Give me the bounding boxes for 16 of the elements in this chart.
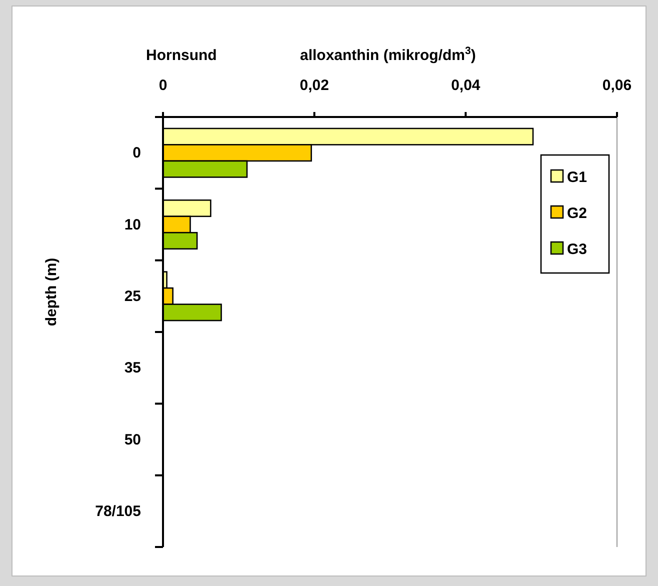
x-tick-label: 0,06 [602,77,632,94]
y-tick-label: 25 [124,288,141,305]
y-tick-label: 10 [124,216,141,234]
legend-label: G2 [567,205,588,222]
legend-label: G1 [567,169,588,186]
legend-label: G3 [567,241,588,258]
chart-title: Hornsund [146,47,217,64]
y-tick-label: 35 [124,360,141,377]
y-tick-label: 0 [132,144,141,162]
x-tick-label: 0 [158,77,168,94]
y-tick-label: 78/105 [95,502,141,520]
x-tick-label: 0,04 [451,77,481,94]
x-tick-label: 0,02 [300,77,329,94]
y-axis-title: depth (m) [43,258,60,326]
y-tick-label: 50 [124,431,141,448]
x-axis-title: alloxanthin (mikrog/dm$^{3}$) [300,45,476,64]
